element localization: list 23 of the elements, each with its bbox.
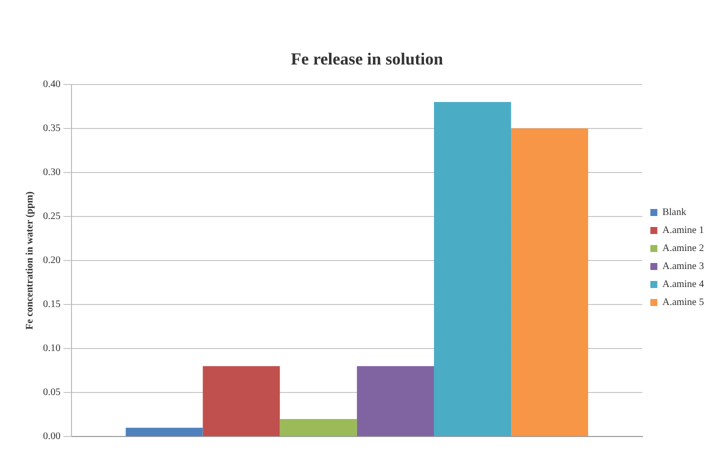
y-tick-label: 0.25 <box>43 211 60 222</box>
bar <box>511 128 588 436</box>
bar <box>434 102 512 436</box>
y-tick-label: 0.35 <box>43 123 60 134</box>
legend-label: Blank <box>662 207 686 218</box>
y-tick-label: 0.10 <box>43 343 60 354</box>
legend-label: A.amine 3 <box>662 261 704 272</box>
y-axis-title: Fe concentration in water (ppm) <box>24 191 36 330</box>
bar <box>280 418 357 436</box>
y-tick-label: 0.05 <box>43 387 60 398</box>
y-tick-label: 0.20 <box>43 255 60 266</box>
legend-label: A.amine 1 <box>662 225 704 236</box>
chart-title: Fe release in solution <box>290 50 444 69</box>
bar <box>202 366 280 436</box>
legend-label: A.amine 4 <box>662 279 704 290</box>
bar <box>126 428 203 436</box>
y-tick-label: 0.30 <box>43 167 60 178</box>
legend-label: A.amine 5 <box>662 297 704 308</box>
legend-label: A.amine 2 <box>662 243 704 254</box>
y-tick-label: 0.40 <box>43 79 60 90</box>
y-tick-label: 0.15 <box>43 299 60 310</box>
bar <box>356 366 434 436</box>
y-tick-label: 0.00 <box>43 431 60 442</box>
